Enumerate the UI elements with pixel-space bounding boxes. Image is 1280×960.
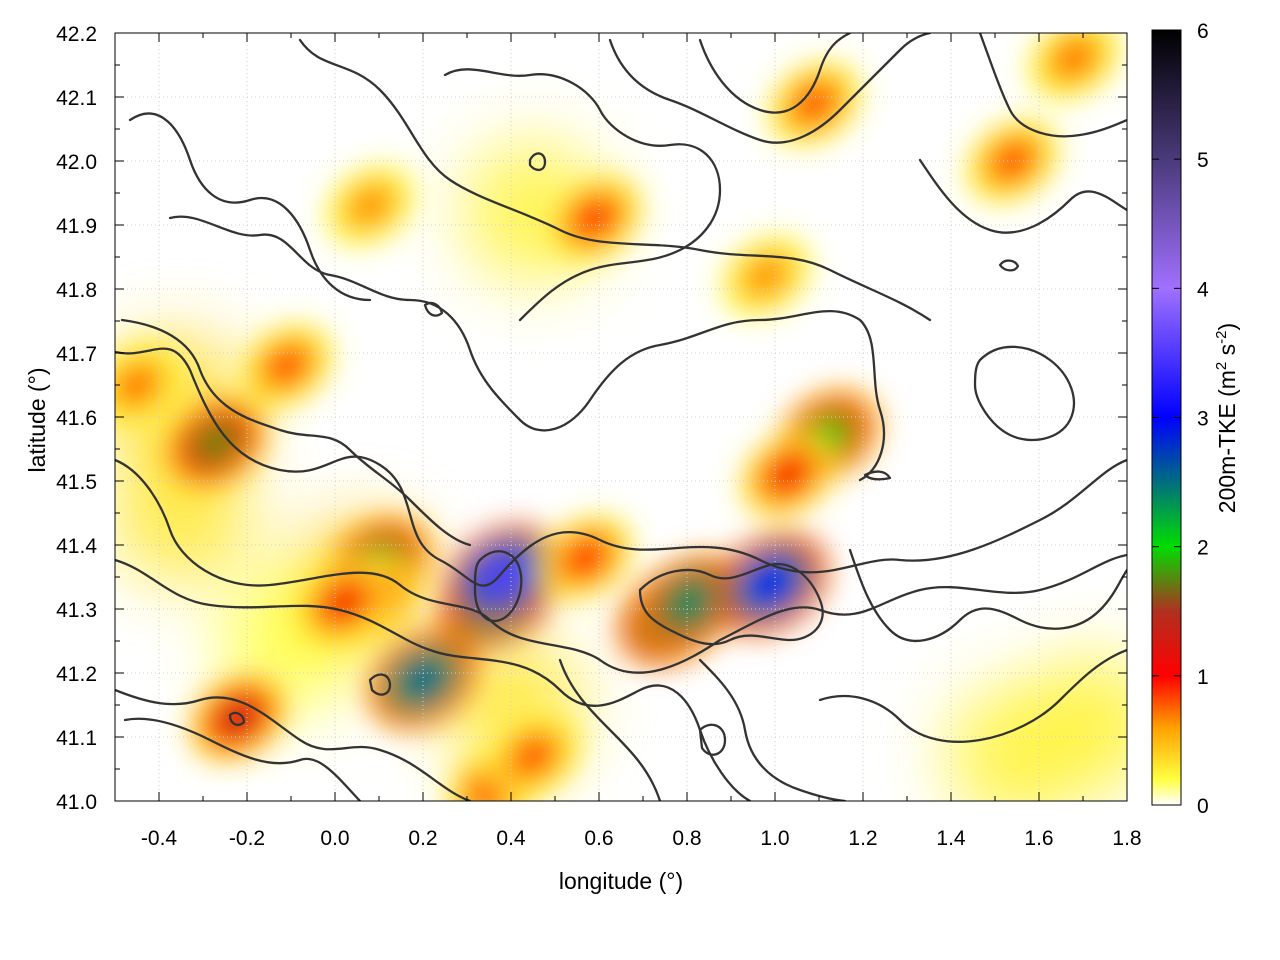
tke-hotspot <box>324 164 417 248</box>
grid-lines <box>115 33 1127 801</box>
terrain-contour <box>115 347 1127 587</box>
terrain-contour <box>818 648 1127 743</box>
terrain-contour <box>863 470 892 481</box>
colorbar-label-main: 200m-TKE (m <box>1214 370 1240 513</box>
tke-hotspot <box>115 343 184 427</box>
y-tick-label: 42.0 <box>56 151 97 174</box>
terrain-contour <box>298 38 932 322</box>
x-tick-label: 1.4 <box>936 827 966 850</box>
colorbar-tick-label: 6 <box>1197 20 1209 43</box>
colorbar-tick-label: 2 <box>1197 537 1209 560</box>
x-tick-label: -0.4 <box>141 827 178 850</box>
terrain-contour <box>698 723 727 756</box>
tke-hotspot <box>637 553 746 652</box>
terrain-contour <box>698 33 852 114</box>
axis-ticks <box>114 32 1128 802</box>
x-tick-label: 1.6 <box>1024 827 1053 850</box>
y-tick-label: 41.1 <box>56 727 97 750</box>
colorbar-label-sup-2: -2 <box>1213 330 1230 343</box>
tke-hotspot <box>1027 33 1121 101</box>
terrain-contour <box>228 711 246 726</box>
tke-hotspot <box>965 118 1060 204</box>
tke-hotspot <box>486 713 580 799</box>
terrain-contour <box>918 158 1127 234</box>
colorbar-label: 200m-TKE (m2 s-2) <box>1213 323 1240 513</box>
colorbar-tick-label: 1 <box>1197 666 1209 689</box>
terrain-contour <box>115 688 472 801</box>
colorbar-tick-label: 0 <box>1197 795 1209 818</box>
terrain-contour <box>848 548 1127 643</box>
x-tick-label: 1.2 <box>848 827 877 850</box>
terrain-contour <box>168 215 886 482</box>
tke-broad-area <box>1021 654 1127 795</box>
terrain-contour <box>128 112 372 302</box>
y-tick-label: 41.6 <box>56 407 97 430</box>
x-axis-label: longitude (°) <box>559 868 683 894</box>
tke-hotspot <box>547 175 642 262</box>
x-tick-label: 0.8 <box>672 827 701 850</box>
x-tick-label: -0.2 <box>229 827 265 850</box>
y-tick-labels: 41.0 41.1 41.2 41.3 41.4 41.5 41.6 41.7 41.8 41.9… <box>56 23 97 814</box>
x-tick-label: 1.0 <box>760 827 789 850</box>
y-tick-label: 41.5 <box>56 471 97 494</box>
terrain-contour <box>698 658 847 801</box>
y-tick-label: 41.2 <box>56 663 97 686</box>
terrain-contour <box>608 33 932 144</box>
colorbar-tick-label: 3 <box>1197 408 1209 431</box>
y-axis-label: latitude (°) <box>24 367 50 472</box>
terrain-contour <box>443 68 722 322</box>
colorbar-tick-label: 5 <box>1197 149 1209 172</box>
x-tick-label: 1.8 <box>1112 827 1141 850</box>
terrain-contour <box>120 318 472 547</box>
x-tick-labels: -0.4 -0.2 0.0 0.2 0.4 0.6 0.8 1.0 1.2 1.4 1.6 1.8 <box>141 827 1142 850</box>
terrain-contour <box>368 673 392 696</box>
terrain-contour <box>978 33 1127 138</box>
tke-hotspot <box>444 525 560 629</box>
terrain-contour <box>123 717 362 801</box>
colorbar-tick-label: 4 <box>1197 278 1209 301</box>
terrain-contours <box>115 33 1127 801</box>
tke-hotspot <box>164 396 268 490</box>
y-tick-label: 41.3 <box>56 599 97 622</box>
terrain-contour <box>973 345 1075 442</box>
x-tick-label: 0.2 <box>408 827 437 850</box>
y-tick-label: 41.7 <box>56 343 97 366</box>
x-tick-label: 0.6 <box>584 827 613 850</box>
terrain-contour <box>528 152 547 172</box>
tke-hotspot <box>188 673 288 763</box>
terrain-contour <box>115 458 1127 674</box>
colorbar-label-sup-1: 2 <box>1213 362 1230 370</box>
y-tick-label: 41.4 <box>56 535 97 558</box>
colorbar-label-mid: s <box>1214 344 1240 362</box>
colorbar-label-end: ) <box>1214 323 1240 331</box>
terrain-contour <box>558 658 662 801</box>
x-tick-label: 0.0 <box>320 827 349 850</box>
terrain-contour <box>638 562 824 646</box>
tke-hotspot <box>295 559 392 646</box>
y-tick-label: 41.0 <box>56 791 97 814</box>
terrain-contour <box>998 259 1020 272</box>
terrain-contour <box>423 301 444 317</box>
tke-hotspot <box>239 323 334 409</box>
y-tick-label: 42.2 <box>56 23 97 46</box>
colorbar-ticks: 0 1 2 3 4 5 6 <box>1152 20 1209 818</box>
tke-hotspot <box>740 431 837 518</box>
y-tick-label: 41.9 <box>56 215 97 238</box>
y-tick-label: 41.8 <box>56 279 97 302</box>
terrain-contour <box>115 558 752 801</box>
terrain-contour <box>473 550 523 623</box>
x-tick-label: 0.4 <box>496 827 526 850</box>
y-tick-label: 42.1 <box>56 87 97 110</box>
